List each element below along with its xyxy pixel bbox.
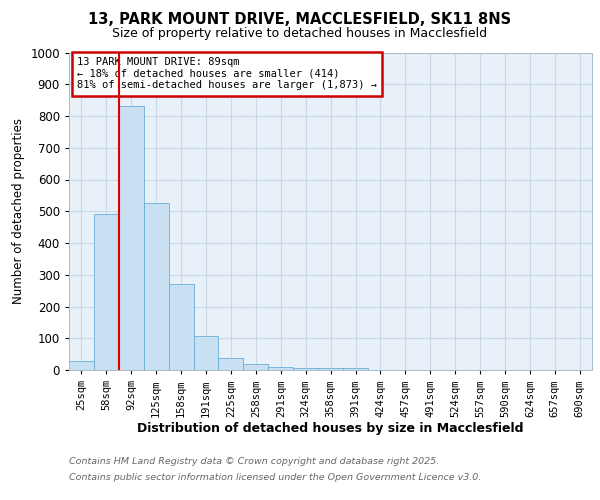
Bar — [268, 367, 293, 370]
Bar — [343, 368, 368, 370]
X-axis label: Distribution of detached houses by size in Macclesfield: Distribution of detached houses by size … — [137, 422, 524, 435]
Bar — [244, 364, 268, 370]
Bar — [144, 204, 169, 370]
Bar — [69, 361, 94, 370]
Bar — [293, 368, 318, 370]
Bar — [194, 336, 218, 370]
Bar — [218, 358, 244, 370]
Text: Contains public sector information licensed under the Open Government Licence v3: Contains public sector information licen… — [69, 472, 481, 482]
Y-axis label: Number of detached properties: Number of detached properties — [12, 118, 25, 304]
Text: Size of property relative to detached houses in Macclesfield: Size of property relative to detached ho… — [112, 28, 488, 40]
Bar — [169, 284, 194, 370]
Text: 13 PARK MOUNT DRIVE: 89sqm
← 18% of detached houses are smaller (414)
81% of sem: 13 PARK MOUNT DRIVE: 89sqm ← 18% of deta… — [77, 58, 377, 90]
Text: 13, PARK MOUNT DRIVE, MACCLESFIELD, SK11 8NS: 13, PARK MOUNT DRIVE, MACCLESFIELD, SK11… — [88, 12, 512, 28]
Text: Contains HM Land Registry data © Crown copyright and database right 2025.: Contains HM Land Registry data © Crown c… — [69, 458, 439, 466]
Bar — [119, 106, 144, 370]
Bar — [94, 214, 119, 370]
Bar — [318, 368, 343, 370]
